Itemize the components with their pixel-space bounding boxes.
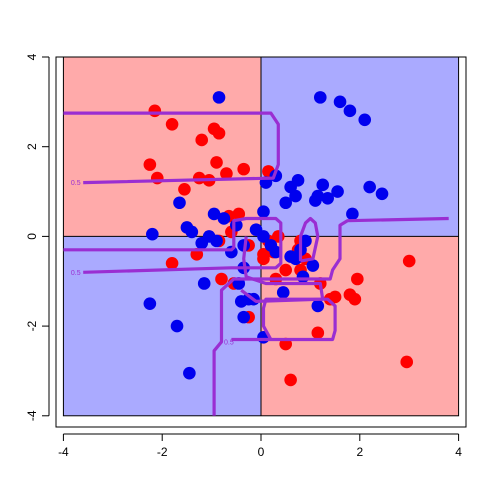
point-blue — [306, 259, 320, 272]
point-blue — [311, 189, 325, 203]
y-tick-label: 0 — [25, 233, 39, 240]
point-blue — [313, 91, 327, 104]
point-blue — [217, 212, 231, 225]
point-blue — [143, 297, 157, 310]
y-tick-label: -2 — [25, 320, 39, 331]
contour-line-4 — [298, 216, 320, 263]
decision-contour: 0.5 0.5 0.5 — [63, 111, 449, 416]
point-red — [148, 104, 162, 118]
point-blue — [183, 366, 196, 380]
x-tick-label: 0 — [258, 445, 265, 459]
point-blue — [375, 187, 389, 201]
point-blue — [321, 191, 334, 205]
point-blue — [291, 174, 305, 187]
class-regions — [63, 57, 459, 416]
point-blue — [358, 113, 372, 127]
plot-frame — [55, 56, 467, 428]
contour-level-label: 0.5 — [71, 270, 81, 277]
point-blue — [346, 207, 359, 221]
contour-line-0 — [63, 111, 280, 185]
contour-line-5 — [240, 236, 325, 303]
point-red — [212, 126, 226, 140]
point-red — [237, 162, 251, 176]
point-blue — [296, 270, 310, 284]
point-red — [195, 133, 209, 147]
point-blue — [331, 185, 344, 198]
point-blue — [237, 310, 251, 324]
point-blue — [197, 277, 211, 290]
point-red — [178, 183, 191, 196]
x-tick-label: 4 — [455, 445, 462, 459]
point-blue — [276, 286, 290, 299]
point-red — [284, 373, 297, 387]
y-tick-label: 2 — [25, 143, 39, 150]
contour-line-2 — [212, 216, 449, 416]
point-blue — [343, 104, 357, 118]
point-red — [279, 263, 292, 277]
point-blue — [257, 205, 270, 219]
point-blue — [311, 299, 325, 313]
point-red — [165, 117, 179, 131]
contour-line-3 — [231, 297, 337, 342]
point-blue — [185, 225, 199, 239]
point-blue — [170, 319, 184, 333]
point-blue — [279, 196, 292, 210]
point-blue — [146, 227, 159, 241]
region-blue-1 — [261, 57, 459, 237]
point-blue — [212, 91, 226, 104]
point-red — [257, 252, 270, 266]
point-red — [220, 167, 233, 180]
point-blue — [207, 207, 221, 221]
region-blue-2 — [63, 236, 261, 416]
point-red — [348, 292, 362, 306]
x-axis: -4 -2 0 2 4 — [58, 433, 462, 459]
x-tick-label: -2 — [157, 445, 168, 459]
point-red — [143, 158, 157, 171]
point-blue — [284, 250, 297, 263]
point-red — [210, 156, 223, 169]
contour-level-label: 0.5 — [71, 180, 81, 187]
point-blue — [173, 196, 186, 210]
y-tick-label: -4 — [25, 410, 39, 421]
region-red-0 — [63, 57, 261, 237]
point-blue — [210, 234, 223, 248]
point-blue — [316, 178, 330, 192]
point-red — [311, 326, 325, 340]
point-red — [215, 272, 228, 286]
x-tick-label: -4 — [58, 445, 69, 459]
x-tick-label: 2 — [356, 445, 363, 459]
contour-level-label: 0.5 — [224, 339, 234, 346]
point-blue — [363, 180, 376, 194]
y-tick-label: 4 — [25, 53, 39, 60]
point-red — [400, 355, 414, 369]
contour-line-1 — [63, 216, 283, 274]
point-red — [402, 254, 416, 268]
point-blue — [257, 230, 270, 243]
region-red-3 — [261, 236, 459, 416]
point-red — [232, 207, 246, 221]
point-red — [165, 257, 179, 270]
point-blue — [333, 95, 347, 109]
point-blue — [289, 189, 302, 203]
y-axis: -4 -2 0 2 4 — [25, 53, 50, 421]
point-red — [351, 272, 364, 286]
point-blue — [269, 245, 283, 259]
point-red — [328, 290, 342, 304]
